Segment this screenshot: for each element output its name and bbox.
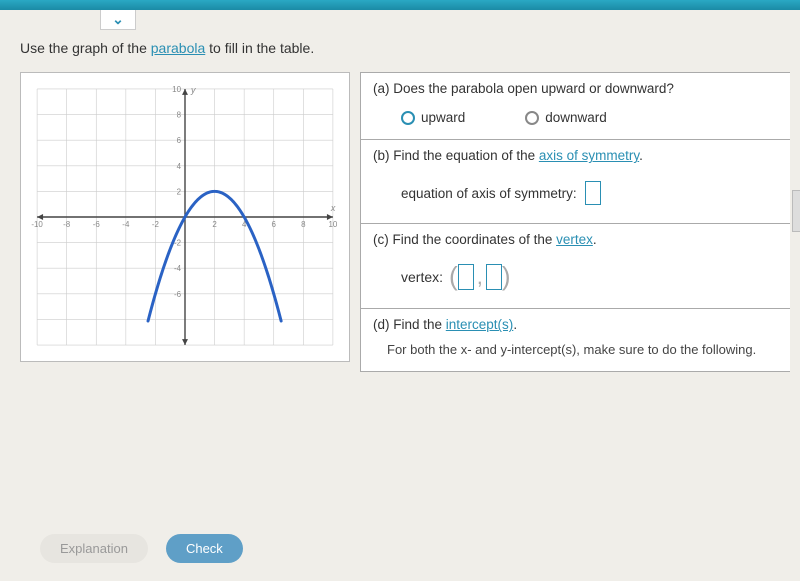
- option-downward[interactable]: downward: [525, 110, 607, 125]
- svg-text:-10: -10: [31, 220, 43, 229]
- radio-icon: [525, 111, 539, 125]
- paren-open: (: [449, 261, 458, 292]
- graph-panel: -10-8-6-4-2246810-6-4-2246810xy: [20, 72, 350, 362]
- parabola-graph: -10-8-6-4-2246810-6-4-2246810xy: [29, 83, 341, 351]
- svg-text:2: 2: [212, 220, 217, 229]
- axis-of-symmetry-link[interactable]: axis of symmetry: [539, 148, 639, 163]
- vertex-y-input[interactable]: [486, 264, 502, 290]
- question-d: (d) Find the intercept(s). For both the …: [361, 309, 790, 371]
- svg-text:-4: -4: [122, 220, 130, 229]
- vertex-input-group: ( , ): [449, 261, 510, 292]
- question-b: (b) Find the equation of the axis of sym…: [361, 140, 790, 224]
- radio-icon: [401, 111, 415, 125]
- explanation-button[interactable]: Explanation: [40, 534, 148, 563]
- vertex-x-input[interactable]: [458, 264, 474, 290]
- collapse-toggle[interactable]: ⌄: [100, 10, 136, 30]
- svg-text:-6: -6: [174, 290, 182, 299]
- option-downward-label: downward: [545, 110, 607, 125]
- svg-text:x: x: [330, 203, 336, 213]
- svg-text:-8: -8: [63, 220, 71, 229]
- vertex-link[interactable]: vertex: [556, 232, 593, 247]
- top-bar: [0, 0, 800, 10]
- svg-text:-6: -6: [93, 220, 101, 229]
- instruction-pre: Use the graph of the: [20, 40, 151, 56]
- svg-text:-2: -2: [152, 220, 160, 229]
- axis-field-label: equation of axis of symmetry:: [401, 186, 577, 201]
- svg-text:8: 8: [177, 111, 182, 120]
- question-d-subtext: For both the x- and y-intercept(s), make…: [373, 332, 778, 363]
- svg-text:2: 2: [177, 187, 182, 196]
- parabola-link[interactable]: parabola: [151, 40, 206, 56]
- svg-text:8: 8: [301, 220, 306, 229]
- option-upward[interactable]: upward: [401, 110, 465, 125]
- axis-equation-line: equation of axis of symmetry:: [373, 163, 778, 215]
- svg-text:6: 6: [272, 220, 277, 229]
- svg-text:6: 6: [177, 136, 182, 145]
- question-c: (c) Find the coordinates of the vertex. …: [361, 224, 790, 309]
- svg-text:y: y: [190, 85, 196, 95]
- question-c-prompt: (c) Find the coordinates of the vertex.: [373, 232, 778, 247]
- vertex-comma: ,: [477, 264, 483, 290]
- instruction-text: Use the graph of the parabola to fill in…: [20, 40, 314, 56]
- question-b-prompt: (b) Find the equation of the axis of sym…: [373, 148, 778, 163]
- svg-text:-4: -4: [174, 264, 182, 273]
- instruction-post: to fill in the table.: [205, 40, 314, 56]
- question-a-prompt: (a) Does the parabola open upward or dow…: [373, 81, 778, 96]
- question-a-options: upward downward: [373, 96, 778, 131]
- paren-close: ): [502, 261, 511, 292]
- chevron-down-icon: ⌄: [112, 11, 124, 28]
- check-button[interactable]: Check: [166, 534, 243, 563]
- footer-buttons: Explanation Check: [40, 534, 243, 563]
- question-d-prompt: (d) Find the intercept(s).: [373, 317, 778, 332]
- svg-text:10: 10: [328, 220, 337, 229]
- option-upward-label: upward: [421, 110, 465, 125]
- question-a: (a) Does the parabola open upward or dow…: [361, 73, 790, 140]
- question-table: (a) Does the parabola open upward or dow…: [360, 72, 790, 372]
- intercepts-link[interactable]: intercept(s): [446, 317, 514, 332]
- content-row: -10-8-6-4-2246810-6-4-2246810xy (a) Does…: [20, 72, 790, 372]
- axis-equation-input[interactable]: [585, 181, 601, 205]
- vertex-field-label: vertex:: [401, 269, 443, 285]
- vertex-line: vertex: ( , ): [373, 247, 778, 300]
- svg-text:10: 10: [172, 85, 181, 94]
- side-expand-tab[interactable]: [792, 190, 800, 232]
- svg-text:4: 4: [177, 162, 182, 171]
